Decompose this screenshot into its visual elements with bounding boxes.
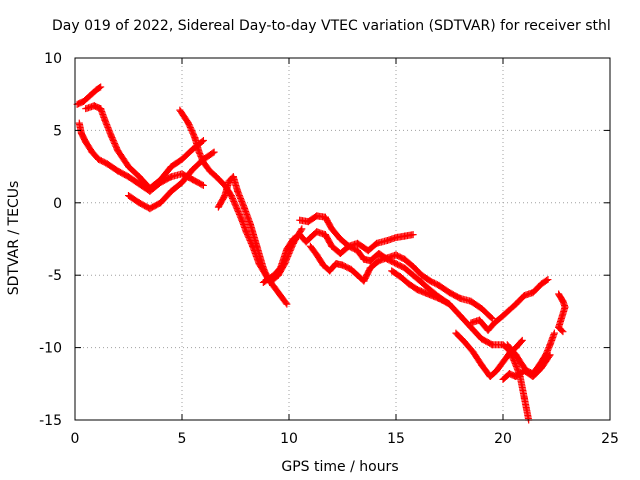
data-point-marker	[517, 337, 525, 345]
data-point-marker	[545, 352, 553, 360]
data-point-marker	[409, 231, 417, 239]
series-track-15	[555, 290, 569, 336]
series-track-1	[73, 83, 105, 108]
x-tick-label: 10	[280, 431, 298, 447]
x-axis-label: GPS time / hours	[281, 459, 398, 475]
x-tick-label: 25	[601, 431, 619, 447]
data-point-marker	[96, 84, 104, 92]
data-point-marker	[546, 351, 554, 359]
plot-frame	[74, 57, 611, 421]
data-point-marker	[282, 299, 290, 307]
data-points	[73, 83, 569, 424]
data-point-marker	[210, 148, 218, 156]
data-point-marker	[543, 276, 551, 284]
data-point-marker	[518, 336, 526, 344]
x-tick-label: 5	[178, 431, 187, 447]
x-tick-label: 15	[387, 431, 405, 447]
data-point-marker	[559, 328, 567, 336]
chart-title: Day 019 of 2022, Sidereal Day-to-day VTE…	[52, 18, 611, 34]
data-point-marker	[487, 314, 495, 322]
data-point-marker	[283, 300, 291, 308]
data-point-marker	[198, 138, 206, 146]
data-point-marker	[298, 225, 306, 233]
y-tick-label: -15	[39, 413, 62, 429]
series-track-12	[467, 276, 552, 334]
series-track-14	[499, 351, 554, 383]
series-track-9	[306, 242, 496, 323]
data-point-marker	[558, 327, 566, 335]
y-tick-label: 0	[53, 196, 62, 212]
x-tick-label: 20	[494, 431, 512, 447]
series-track-7	[259, 228, 417, 286]
data-point-marker	[198, 181, 206, 189]
data-point-marker	[199, 137, 207, 145]
data-point-marker	[97, 83, 105, 91]
y-tick-label: 10	[44, 51, 62, 67]
y-tick-label: 5	[53, 123, 62, 139]
data-point-marker	[199, 181, 207, 189]
data-point-marker	[550, 329, 558, 337]
axis-ticks: 0 5 10 15 20 25 10 5 0 -5 -10 -15	[39, 51, 619, 447]
series-track-3	[82, 102, 207, 192]
data-point-marker	[544, 276, 552, 284]
y-tick-label: -10	[39, 341, 62, 357]
x-tick-label: 0	[71, 431, 80, 447]
data-point-marker	[209, 149, 217, 157]
y-axis-label: SDTVAR / TECUs	[6, 181, 22, 296]
y-tick-label: -5	[48, 268, 62, 284]
data-point-marker	[488, 315, 496, 323]
series-track-11	[452, 329, 526, 381]
